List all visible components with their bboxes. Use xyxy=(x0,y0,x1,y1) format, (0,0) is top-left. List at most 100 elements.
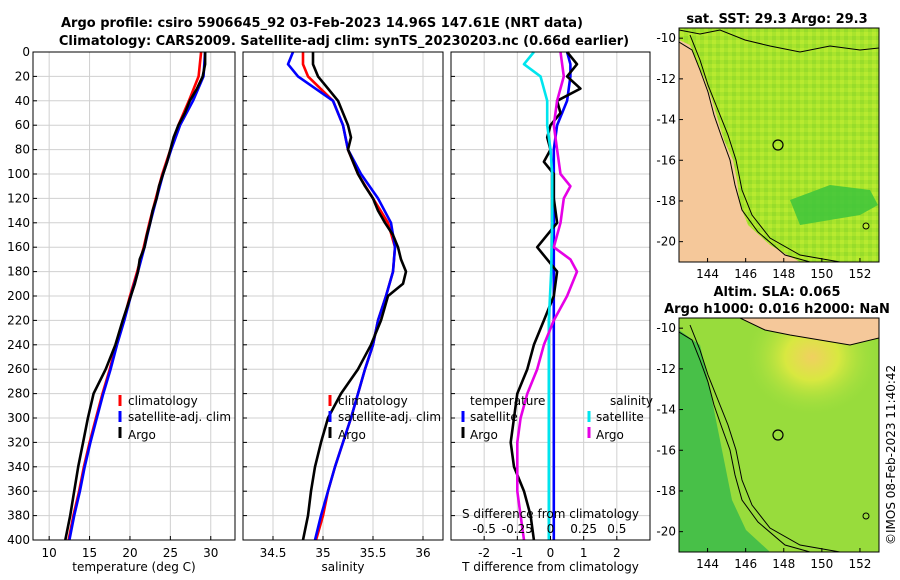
sst-map: sat. SST: 29.3 Argo: 29.3 144 146 148 150 15… xyxy=(656,12,880,281)
sla-map-ticks: 144 146 148 150 152 -10 -12 -14 -16 -18 -20 xyxy=(656,321,871,571)
x-tick-label: 36 xyxy=(415,546,430,560)
x-tick-label: -2 xyxy=(478,546,490,560)
y-tick-label: 400 xyxy=(7,533,30,547)
legend-label-argo: Argo xyxy=(128,428,156,442)
legend-label-climatology: climatology xyxy=(338,394,408,408)
map-x-tick-label: 146 xyxy=(734,267,757,281)
sla-map-title-line1: Altim. SLA: 0.065 xyxy=(714,285,841,300)
difference-panel: -2 -1 0 1 2T difference from climatology S di… xyxy=(450,51,651,574)
coastline xyxy=(679,41,811,262)
map-y-tick-label: -10 xyxy=(656,321,676,335)
series-line-argo xyxy=(301,52,408,541)
map-x-tick-label: 148 xyxy=(772,267,795,281)
sla-map-frame xyxy=(678,317,880,553)
y-tick-label: 200 xyxy=(7,289,30,303)
legend-label-satellite: satellite-adj. clim xyxy=(128,410,231,424)
y-tick-label: 300 xyxy=(7,411,30,425)
map-y-tick-label: -18 xyxy=(656,194,676,208)
x-tick-label: 35.5 xyxy=(360,546,387,560)
series-line-t-satellite xyxy=(552,51,572,540)
legend-label-t-satellite: satellite xyxy=(470,410,518,424)
y-tick-label: 60 xyxy=(15,118,30,132)
x-axis-label: temperature (deg C) xyxy=(72,560,195,574)
series-line-s-satellite xyxy=(522,51,554,540)
difference-legend: temperature salinity satellite Argo sate… xyxy=(461,394,653,442)
y-tick-label: 360 xyxy=(7,484,30,498)
map-y-tick-label: -20 xyxy=(656,525,676,539)
x-tick-label: 2 xyxy=(613,546,621,560)
x-tick-label: 20 xyxy=(122,546,137,560)
series-line-s-argo xyxy=(515,51,579,541)
x-tick-label: 34.5 xyxy=(260,546,287,560)
legend-label-satellite: satellite-adj. clim xyxy=(338,410,441,424)
map-x-tick-label: 152 xyxy=(848,267,871,281)
x-tick-label: 35 xyxy=(315,546,330,560)
y-tick-label: 340 xyxy=(7,460,30,474)
sla-map: Altim. SLA: 0.065 Argo h1000: 0.016 h200… xyxy=(656,285,889,571)
temperature-legend: climatology satellite-adj. clim Argo xyxy=(118,394,231,442)
x-axis-label: T difference from climatology xyxy=(461,560,639,574)
s-axis-label: S difference from climatology xyxy=(462,507,639,521)
sla-map-title-line2: Argo h1000: 0.016 h2000: NaN xyxy=(664,302,890,317)
sst-map-frame xyxy=(678,27,880,263)
map-y-tick-label: -12 xyxy=(656,362,676,376)
y-tick-label: 280 xyxy=(7,387,30,401)
map-y-tick-label: -10 xyxy=(656,31,676,45)
map-y-tick-label: -16 xyxy=(656,443,676,457)
profile-marker xyxy=(772,429,784,441)
series-line-satellite-adj-clim xyxy=(286,51,397,541)
y-tick-label: 160 xyxy=(7,240,30,254)
map-x-tick-label: 146 xyxy=(734,557,757,571)
series-line-argo xyxy=(64,52,207,541)
y-tick-label: 320 xyxy=(7,435,30,449)
imos-watermark: ©IMOS 08-Feb-2023 11:40:42 xyxy=(884,365,898,545)
cool-water-patch xyxy=(790,185,878,225)
y-tick-label: 40 xyxy=(15,94,30,108)
x-tick-label: 0 xyxy=(547,546,555,560)
x-tick-label: 1 xyxy=(580,546,588,560)
map-x-tick-label: 152 xyxy=(848,557,871,571)
coastline xyxy=(679,331,811,552)
sst-map-title: sat. SST: 29.3 Argo: 29.3 xyxy=(686,12,867,27)
figure-title-line1: Argo profile: csiro 5906645_92 03-Feb-20… xyxy=(61,16,583,31)
salinity-panel: 34.5 35 35.5 36 salinity xyxy=(242,51,444,574)
legend-header-salinity: salinity xyxy=(610,394,653,408)
shelf-region xyxy=(679,330,770,552)
map-y-tick-label: -12 xyxy=(656,72,676,86)
y-tick-label: 240 xyxy=(7,338,30,352)
salinity-legend: climatology satellite-adj. clim Argo xyxy=(328,394,441,442)
legend-header-temperature: temperature xyxy=(470,394,545,408)
map-x-tick-label: 150 xyxy=(810,557,833,571)
map-x-tick-label: 150 xyxy=(810,267,833,281)
map-y-tick-label: -20 xyxy=(656,235,676,249)
map-y-tick-label: -14 xyxy=(656,113,676,127)
y-tick-label: 140 xyxy=(7,216,30,230)
grid xyxy=(33,51,235,541)
y-tick-label: 180 xyxy=(7,265,30,279)
papua-coast xyxy=(679,29,879,53)
y-tick-label: 220 xyxy=(7,313,30,327)
y-tick-label: 100 xyxy=(7,167,30,181)
map-x-tick-label: 144 xyxy=(696,267,719,281)
y-tick-label: 260 xyxy=(7,362,30,376)
reef-contour xyxy=(689,34,841,262)
map-y-tick-label: -16 xyxy=(656,153,676,167)
legend-label-s-satellite: satellite xyxy=(596,410,644,424)
x-tick-label: -1 xyxy=(511,546,523,560)
sst-map-ticks: 144 146 148 150 152 -10 -12 -14 -16 -18 -20 xyxy=(656,31,871,281)
s-tick-label: 0.5 xyxy=(607,522,626,536)
y-tick-label: 20 xyxy=(15,69,30,83)
temperature-panel: 10 15 20 25 30020406080100120140160180200220… xyxy=(7,45,236,574)
island-marker xyxy=(862,512,870,520)
s-tick-label: 0 xyxy=(547,522,555,536)
map-x-tick-label: 144 xyxy=(696,557,719,571)
y-tick-label: 80 xyxy=(15,143,30,157)
reef-contour xyxy=(689,324,841,552)
x-tick-label: 25 xyxy=(163,546,178,560)
map-x-tick-label: 148 xyxy=(772,557,795,571)
s-tick-label: 0.25 xyxy=(570,522,597,536)
y-tick-label: 120 xyxy=(7,191,30,205)
legend-label-t-argo: Argo xyxy=(470,428,498,442)
x-tick-label: 10 xyxy=(42,546,57,560)
